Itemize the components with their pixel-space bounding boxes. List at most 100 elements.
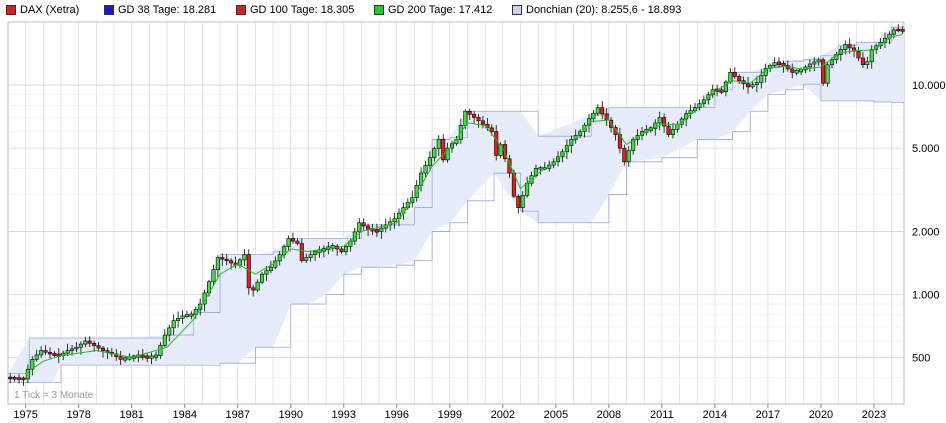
candle-up bbox=[525, 182, 530, 196]
candle-down bbox=[600, 107, 605, 115]
candle-up bbox=[392, 218, 397, 223]
candle-up bbox=[772, 62, 777, 66]
x-tick-label: 2005 bbox=[544, 409, 568, 421]
x-tick-label: 2002 bbox=[491, 409, 515, 421]
candle-up bbox=[427, 157, 432, 166]
candle-down bbox=[746, 83, 751, 88]
y-tick-label: 10.000 bbox=[912, 80, 946, 92]
candle-down bbox=[790, 68, 795, 73]
candle-down bbox=[251, 287, 256, 291]
y-tick-label: 500 bbox=[912, 353, 930, 365]
legend-swatch-gd200 bbox=[374, 5, 384, 15]
candle-up bbox=[65, 350, 70, 354]
candle-down bbox=[516, 195, 521, 208]
candle-down bbox=[8, 376, 13, 380]
moving-average-200 bbox=[25, 34, 903, 374]
legend-swatch-gd38 bbox=[104, 5, 114, 15]
candle-down bbox=[507, 158, 512, 174]
candle-up bbox=[891, 29, 896, 35]
candle-up bbox=[70, 348, 75, 351]
candle-up bbox=[423, 165, 428, 174]
candle-up bbox=[728, 72, 733, 83]
ma-line bbox=[25, 34, 903, 374]
candle-down bbox=[145, 355, 150, 359]
candle-down bbox=[467, 110, 472, 115]
x-tick-label: 1984 bbox=[172, 409, 196, 421]
legend-label-gd100: GD 100 Tage: 18.305 bbox=[250, 4, 355, 16]
candle-up bbox=[670, 129, 675, 135]
candle-down bbox=[47, 351, 52, 355]
legend-swatch-donchian bbox=[512, 5, 522, 15]
candle-up bbox=[184, 314, 189, 317]
candle-up bbox=[816, 59, 821, 63]
candle-down bbox=[480, 120, 485, 125]
candle-down bbox=[290, 238, 295, 242]
candle-up bbox=[34, 354, 39, 360]
x-tick-label: 2011 bbox=[650, 409, 674, 421]
donchian-band bbox=[8, 26, 904, 383]
candle-down bbox=[856, 50, 861, 59]
candle-up bbox=[463, 110, 468, 126]
candle-up bbox=[750, 84, 755, 88]
legend: DAX (Xetra) GD 38 Tage: 18.281 GD 100 Ta… bbox=[0, 0, 946, 20]
candle-up bbox=[723, 81, 728, 92]
candle-down bbox=[847, 44, 852, 49]
candle-up bbox=[78, 343, 83, 348]
candle-up bbox=[432, 148, 437, 158]
candle-down bbox=[781, 62, 786, 67]
candle-up bbox=[153, 354, 159, 358]
candle-down bbox=[494, 131, 499, 156]
candle-up bbox=[657, 117, 662, 124]
candle-down bbox=[622, 147, 627, 163]
candle-up bbox=[180, 315, 185, 319]
legend-label-dax: DAX (Xetra) bbox=[20, 4, 80, 16]
candle-down bbox=[666, 125, 671, 135]
candle-up bbox=[383, 224, 388, 229]
candle-up bbox=[83, 340, 88, 345]
candle-up bbox=[255, 281, 260, 291]
candle-down bbox=[229, 260, 234, 264]
candle-up bbox=[198, 303, 203, 310]
candle-up bbox=[533, 168, 538, 177]
legend-label-donchian: Donchian (20): 8.255,6 - 18.893 bbox=[526, 4, 682, 16]
candle-up bbox=[697, 103, 702, 108]
candle-up bbox=[74, 346, 79, 350]
candle-up bbox=[450, 143, 455, 149]
candle-up bbox=[242, 254, 247, 261]
candle-down bbox=[821, 59, 826, 84]
candle-down bbox=[719, 89, 724, 93]
candle-down bbox=[776, 61, 781, 66]
candle-down bbox=[374, 229, 379, 233]
x-tick-label: 1990 bbox=[279, 409, 303, 421]
candle-up bbox=[825, 64, 830, 84]
candle-up bbox=[829, 59, 835, 66]
candle-down bbox=[489, 127, 494, 132]
candle-down bbox=[732, 72, 737, 77]
candle-up bbox=[264, 270, 269, 275]
candle-down bbox=[17, 377, 22, 380]
x-tick-label: 1981 bbox=[119, 409, 143, 421]
candle-up bbox=[538, 167, 543, 170]
candle-up bbox=[812, 61, 817, 65]
candle-down bbox=[299, 243, 304, 261]
legend-swatch-gd100 bbox=[236, 5, 246, 15]
candle-up bbox=[211, 269, 216, 283]
candle-up bbox=[754, 82, 759, 85]
candle-down bbox=[339, 248, 344, 253]
candle-up bbox=[807, 63, 812, 68]
candle-down bbox=[503, 144, 508, 160]
candle-up bbox=[759, 75, 764, 83]
candle-up bbox=[176, 317, 181, 321]
candle-up bbox=[688, 110, 693, 114]
candle-up bbox=[167, 327, 172, 336]
candle-up bbox=[396, 212, 402, 220]
tick-note: 1 Tick = 3 Monate bbox=[14, 390, 94, 401]
candle-down bbox=[737, 76, 742, 81]
candle-up bbox=[25, 368, 30, 380]
candle-down bbox=[472, 114, 477, 118]
candle-up bbox=[520, 195, 525, 208]
candle-down bbox=[295, 240, 300, 244]
candle-down bbox=[476, 117, 481, 122]
candle-up bbox=[286, 238, 291, 247]
